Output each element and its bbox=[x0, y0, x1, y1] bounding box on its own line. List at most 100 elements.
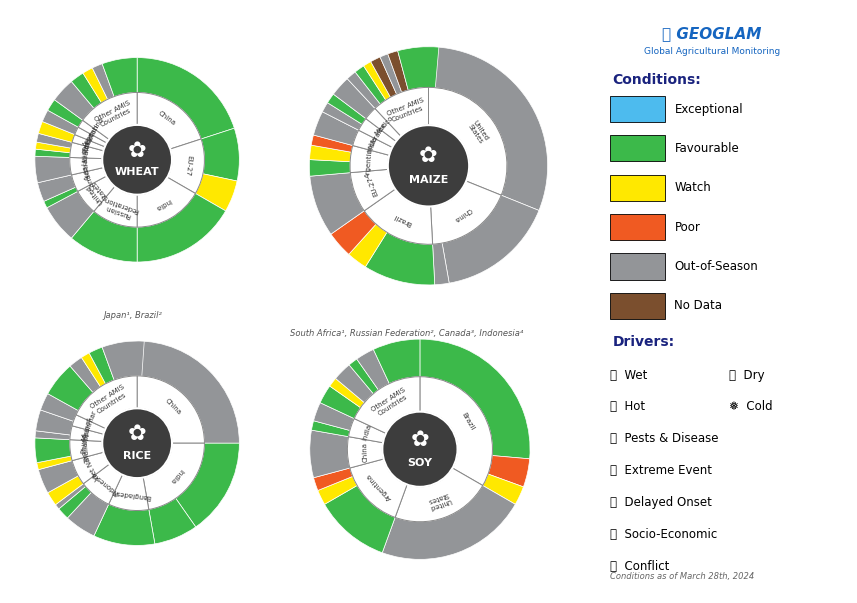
Wedge shape bbox=[37, 133, 72, 148]
Text: MAIZE: MAIZE bbox=[409, 175, 448, 185]
Wedge shape bbox=[363, 62, 391, 100]
Wedge shape bbox=[349, 418, 386, 443]
Wedge shape bbox=[336, 365, 374, 403]
Text: EU-27: EU-27 bbox=[366, 175, 379, 197]
Wedge shape bbox=[351, 169, 395, 211]
Text: Indonesia: Indonesia bbox=[90, 470, 120, 496]
Text: Global Agricultural Monitoring: Global Agricultural Monitoring bbox=[644, 47, 780, 56]
Wedge shape bbox=[37, 456, 72, 470]
Text: EU-27: EU-27 bbox=[184, 154, 192, 176]
Text: Russian
Federation: Russian Federation bbox=[100, 195, 140, 220]
Text: Brazil: Brazil bbox=[393, 212, 412, 226]
Wedge shape bbox=[35, 149, 70, 157]
Text: ✿: ✿ bbox=[411, 430, 429, 450]
Text: China: China bbox=[158, 110, 177, 127]
Text: 🌿  Pests & Disease: 🌿 Pests & Disease bbox=[610, 432, 718, 446]
Wedge shape bbox=[70, 358, 100, 393]
Wedge shape bbox=[371, 57, 397, 97]
Text: India: India bbox=[362, 424, 373, 442]
Wedge shape bbox=[314, 403, 354, 431]
Wedge shape bbox=[82, 92, 137, 139]
Wedge shape bbox=[311, 421, 350, 437]
Wedge shape bbox=[36, 410, 74, 435]
Wedge shape bbox=[347, 72, 381, 109]
Text: 👫  Socio-Economic: 👫 Socio-Economic bbox=[610, 528, 717, 541]
Wedge shape bbox=[350, 459, 407, 517]
Wedge shape bbox=[137, 177, 195, 227]
Wedge shape bbox=[89, 347, 114, 384]
Text: ✿: ✿ bbox=[128, 425, 147, 444]
Wedge shape bbox=[143, 443, 205, 510]
Wedge shape bbox=[321, 386, 361, 418]
Bar bbox=[610, 214, 664, 240]
Text: Watch: Watch bbox=[674, 182, 711, 194]
Wedge shape bbox=[81, 353, 105, 387]
Wedge shape bbox=[102, 57, 137, 96]
Wedge shape bbox=[75, 127, 106, 147]
Wedge shape bbox=[137, 194, 225, 262]
Text: Ⓠ GEOGLAM: Ⓠ GEOGLAM bbox=[662, 27, 761, 42]
Text: United
States: United States bbox=[426, 491, 452, 511]
Text: ✿: ✿ bbox=[128, 141, 147, 161]
Text: SOY: SOY bbox=[407, 458, 433, 468]
Wedge shape bbox=[35, 431, 70, 440]
Bar bbox=[610, 253, 664, 280]
Wedge shape bbox=[428, 87, 507, 195]
Wedge shape bbox=[83, 68, 108, 103]
Text: Mexico: Mexico bbox=[374, 115, 394, 137]
Wedge shape bbox=[333, 79, 375, 119]
Wedge shape bbox=[354, 377, 420, 434]
Wedge shape bbox=[55, 81, 94, 120]
Wedge shape bbox=[380, 54, 402, 94]
Wedge shape bbox=[76, 376, 137, 429]
Wedge shape bbox=[38, 175, 75, 201]
Wedge shape bbox=[72, 134, 105, 151]
Text: ❅  Cold: ❅ Cold bbox=[729, 400, 773, 414]
Text: Australia: Australia bbox=[81, 149, 91, 180]
Bar bbox=[610, 175, 664, 201]
Wedge shape bbox=[35, 156, 71, 183]
Text: United
States: United States bbox=[466, 119, 489, 146]
Text: 🏜  Dry: 🏜 Dry bbox=[729, 368, 764, 382]
Text: Turkye: Turkye bbox=[82, 132, 95, 156]
Wedge shape bbox=[69, 157, 103, 175]
Wedge shape bbox=[70, 142, 104, 159]
Circle shape bbox=[382, 412, 458, 487]
Text: Favourable: Favourable bbox=[674, 142, 740, 155]
Wedge shape bbox=[94, 186, 137, 227]
Text: 🌧  Wet: 🌧 Wet bbox=[610, 368, 647, 382]
Wedge shape bbox=[309, 145, 351, 162]
Wedge shape bbox=[48, 476, 83, 505]
Wedge shape bbox=[48, 366, 93, 411]
Text: Brazil: Brazil bbox=[460, 412, 475, 432]
Wedge shape bbox=[109, 475, 149, 511]
Wedge shape bbox=[311, 135, 353, 152]
Text: Other AMIS
Countries: Other AMIS Countries bbox=[387, 97, 428, 124]
Text: Argentina: Argentina bbox=[365, 144, 374, 178]
Text: India: India bbox=[367, 136, 379, 154]
Wedge shape bbox=[102, 341, 144, 380]
Wedge shape bbox=[430, 181, 501, 244]
Wedge shape bbox=[398, 46, 439, 90]
Wedge shape bbox=[433, 243, 449, 285]
Wedge shape bbox=[325, 485, 395, 553]
Text: China: China bbox=[164, 398, 183, 416]
Text: Conditions:: Conditions: bbox=[612, 73, 701, 87]
Text: Ukraine: Ukraine bbox=[369, 121, 387, 147]
Wedge shape bbox=[70, 426, 104, 441]
Text: WHEAT: WHEAT bbox=[115, 167, 159, 177]
Wedge shape bbox=[349, 359, 378, 394]
Text: United
States: United States bbox=[85, 179, 110, 205]
Text: India: India bbox=[169, 467, 184, 485]
Wedge shape bbox=[482, 474, 524, 504]
Text: No Data: No Data bbox=[674, 299, 722, 312]
Text: ✨  Extreme Event: ✨ Extreme Event bbox=[610, 464, 712, 477]
Wedge shape bbox=[68, 493, 109, 536]
Wedge shape bbox=[149, 498, 195, 544]
Text: 🕗  Delayed Onset: 🕗 Delayed Onset bbox=[610, 496, 711, 509]
Text: ✿: ✿ bbox=[419, 146, 438, 166]
Wedge shape bbox=[69, 440, 104, 461]
Wedge shape bbox=[40, 394, 78, 421]
Text: Thailand: Thailand bbox=[81, 433, 91, 464]
Text: 👥  Conflict: 👥 Conflict bbox=[610, 560, 669, 573]
